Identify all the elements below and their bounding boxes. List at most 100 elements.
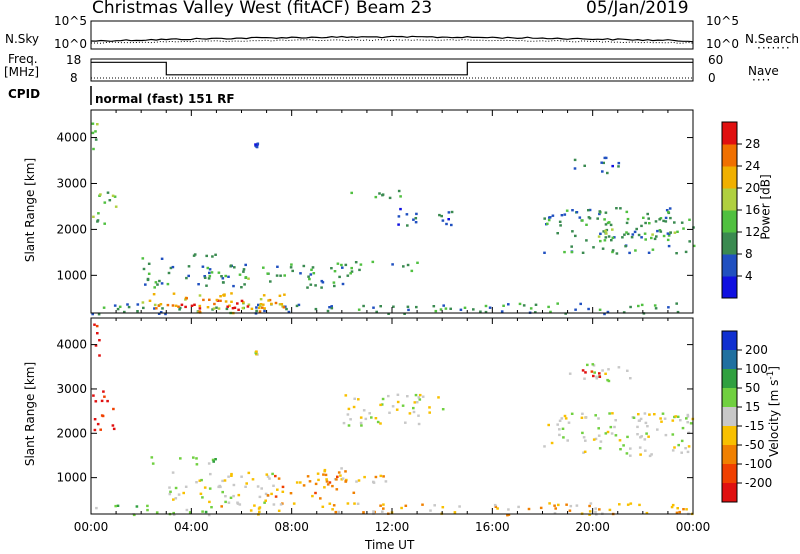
heatmap-cell: [671, 419, 675, 422]
heatmap-cell: [625, 231, 628, 234]
heatmap-cell: [453, 511, 457, 514]
noise-lines: [90, 35, 694, 44]
heatmap-cell: [268, 477, 271, 480]
heatmap-cell: [179, 457, 182, 460]
heatmap-cell: [406, 395, 409, 398]
heatmap-cell: [350, 191, 353, 195]
heatmap-cell: [598, 508, 601, 511]
heatmap-cell: [160, 257, 164, 260]
heatmap-cell: [459, 308, 463, 311]
colorbar-tick-label: -100: [745, 457, 772, 471]
heatmap-cell: [100, 399, 104, 403]
heatmap-cell: [217, 307, 221, 310]
heatmap-cell: [157, 312, 161, 315]
heatmap-cell: [257, 303, 260, 307]
heatmap-cell: [103, 222, 106, 225]
heatmap-cell: [438, 213, 441, 217]
beam-label: Beam 23: [356, 0, 433, 18]
heatmap-cell: [374, 475, 378, 479]
heatmap-cell: [442, 304, 445, 307]
heatmap-cell: [543, 445, 546, 448]
heatmap-cell: [208, 271, 211, 275]
heatmap-cell: [400, 506, 403, 510]
heatmap-cell: [507, 513, 511, 516]
heatmap-cell: [370, 416, 373, 419]
heatmap-cell: [335, 478, 338, 481]
heatmap-cell: [439, 308, 443, 311]
heatmap-cell: [617, 161, 621, 165]
heatmap-cell: [631, 233, 635, 236]
heatmap-cell: [178, 308, 181, 311]
power-panel-frame: [90, 109, 694, 314]
heatmap-cell: [629, 377, 632, 380]
heatmap-cell: [507, 508, 510, 511]
heatmap-cell: [681, 426, 685, 430]
heatmap-cell: [198, 479, 202, 482]
heatmap-cell: [192, 456, 195, 459]
heatmap-cell: [596, 217, 599, 220]
heatmap-cell: [242, 268, 246, 271]
heatmap-cell: [330, 307, 334, 310]
heatmap-cell: [592, 374, 595, 378]
velocity-colorbar-label-end: ]: [767, 366, 781, 371]
heatmap-cell: [502, 304, 505, 307]
heatmap-cell: [96, 219, 100, 222]
heatmap-cell: [655, 235, 658, 238]
heatmap-cell: [241, 307, 245, 310]
heatmap-cell: [638, 503, 641, 507]
heatmap-cell: [547, 305, 550, 309]
heatmap-cell: [172, 511, 175, 515]
heatmap-cell: [282, 306, 286, 309]
heatmap-cell: [238, 503, 242, 506]
time-xlabel: Time UT: [365, 538, 415, 552]
heatmap-cell: [211, 308, 214, 311]
heatmap-cell: [676, 230, 679, 233]
heatmap-cell: [172, 498, 175, 501]
heatmap-cell: [678, 510, 681, 514]
heatmap-cell: [321, 505, 325, 508]
heatmap-cell: [666, 232, 670, 235]
heatmap-cell: [214, 458, 217, 461]
heatmap-cell: [379, 403, 382, 407]
freq-panel-frame: [90, 58, 694, 82]
heatmap-cell: [222, 293, 225, 297]
heatmap-cell: [647, 217, 650, 220]
heatmap-cell: [221, 277, 225, 280]
heatmap-cell: [254, 143, 257, 146]
heatmap-cell: [522, 304, 526, 307]
heatmap-cell: [570, 412, 574, 415]
heatmap-cell: [339, 474, 342, 477]
heatmap-cell: [244, 276, 248, 279]
freq-right-tick-top: 60: [708, 53, 724, 67]
colorbar-tick-label: 50: [745, 381, 760, 395]
heatmap-cell: [594, 510, 597, 514]
heatmap-cell: [397, 223, 400, 226]
heatmap-cell: [333, 284, 336, 288]
heatmap-cell: [557, 503, 560, 507]
heatmap-cell: [321, 281, 325, 284]
heatmap-cell: [684, 447, 687, 450]
heatmap-cell: [407, 308, 410, 312]
heatmap-cell: [640, 236, 643, 239]
heatmap-cell: [656, 428, 659, 431]
freq-lines: [91, 61, 693, 79]
heatmap-cell: [182, 491, 185, 495]
colorbar-swatch: [722, 188, 737, 211]
heatmap-cell: [281, 305, 284, 308]
heatmap-cell: [172, 292, 176, 295]
heatmap-cell: [675, 302, 678, 305]
heatmap-cell: [214, 253, 217, 256]
heatmap-cell: [441, 506, 445, 509]
heatmap-cell: [359, 421, 363, 425]
heatmap-cell: [586, 363, 589, 367]
heatmap-cell: [629, 502, 633, 505]
heatmap-cell: [559, 224, 562, 227]
heatmap-cell: [114, 504, 117, 508]
heatmap-cell: [295, 481, 299, 484]
heatmap-cell: [380, 403, 384, 406]
heatmap-cell: [644, 421, 648, 425]
heatmap-cell: [604, 156, 608, 160]
heatmap-cell: [602, 230, 605, 233]
heatmap-cell: [247, 303, 251, 306]
heatmap-cell: [178, 306, 182, 310]
